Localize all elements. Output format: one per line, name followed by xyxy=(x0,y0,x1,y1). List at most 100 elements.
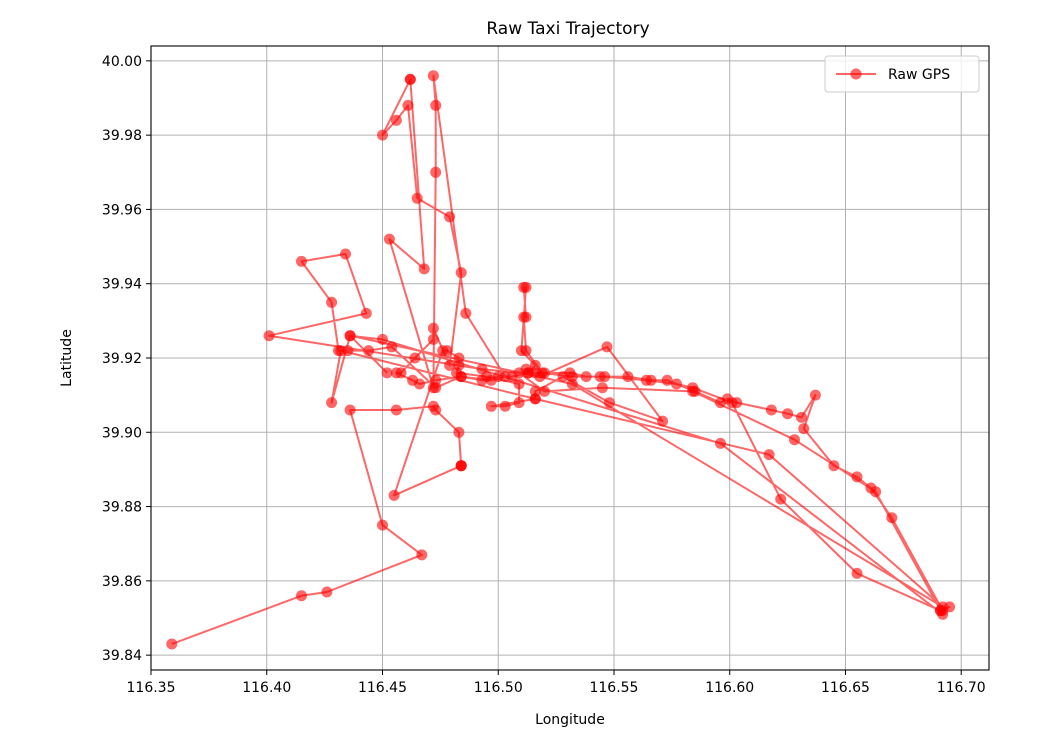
data-point xyxy=(427,70,439,82)
y-tick-label: 39.90 xyxy=(102,425,142,441)
data-point xyxy=(661,374,673,386)
data-point xyxy=(407,374,419,386)
data-point xyxy=(513,378,525,390)
data-point xyxy=(360,307,372,319)
data-point xyxy=(580,371,592,383)
data-point xyxy=(520,281,532,293)
data-point xyxy=(455,267,467,279)
x-tick-label: 116.55 xyxy=(589,680,638,696)
data-point xyxy=(513,397,525,409)
data-point xyxy=(263,330,275,342)
x-tick-label: 116.65 xyxy=(821,680,870,696)
legend: Raw GPS xyxy=(824,55,980,93)
x-tick-label: 116.35 xyxy=(127,680,176,696)
data-point xyxy=(765,404,777,416)
data-point xyxy=(455,460,467,472)
data-point xyxy=(335,345,347,357)
y-tick-label: 39.92 xyxy=(102,351,142,367)
x-tick-label: 116.50 xyxy=(474,680,523,696)
data-point xyxy=(321,586,333,598)
data-point xyxy=(377,333,388,345)
data-point xyxy=(377,129,388,141)
data-point xyxy=(427,333,439,345)
data-point xyxy=(601,341,613,353)
data-point xyxy=(344,330,356,342)
data-point xyxy=(363,345,375,357)
data-point xyxy=(687,385,699,397)
data-point xyxy=(715,437,726,449)
data-point xyxy=(427,322,439,334)
legend-box xyxy=(824,55,980,93)
legend-marker-raw-gps xyxy=(850,68,862,80)
y-tick-label: 39.98 xyxy=(102,128,142,144)
data-point xyxy=(441,345,453,357)
data-point xyxy=(622,371,634,383)
data-point xyxy=(851,567,863,579)
data-point xyxy=(430,404,442,416)
data-point xyxy=(529,359,541,371)
x-tick-label: 116.60 xyxy=(705,680,754,696)
data-point xyxy=(402,99,414,111)
data-point xyxy=(782,408,794,420)
data-point xyxy=(411,192,423,204)
y-tick-label: 39.88 xyxy=(102,500,142,516)
data-point xyxy=(763,449,775,461)
y-axis-label: Latitude xyxy=(59,329,75,387)
x-tick-label: 116.40 xyxy=(242,680,291,696)
y-tick-label: 39.86 xyxy=(102,574,142,590)
data-point xyxy=(796,411,807,423)
data-point xyxy=(455,371,467,383)
y-tick-label: 40.00 xyxy=(102,54,142,70)
data-point xyxy=(460,307,472,319)
data-point xyxy=(390,404,402,416)
x-tick-label: 116.70 xyxy=(937,680,986,696)
data-point xyxy=(416,549,428,561)
data-point xyxy=(828,460,840,472)
data-point xyxy=(377,519,388,531)
data-point xyxy=(726,397,738,409)
data-point xyxy=(326,296,338,308)
data-point xyxy=(485,374,497,386)
data-point xyxy=(520,311,532,323)
data-point xyxy=(499,400,511,412)
data-point xyxy=(344,404,356,416)
data-point xyxy=(296,255,307,267)
data-point xyxy=(640,374,652,386)
data-point xyxy=(522,367,534,379)
data-point xyxy=(340,248,351,260)
data-point xyxy=(937,601,949,613)
data-point xyxy=(296,590,307,602)
data-point xyxy=(430,166,442,178)
data-point xyxy=(657,415,669,427)
data-point xyxy=(395,367,407,379)
data-point xyxy=(789,434,800,446)
plot-area xyxy=(166,70,956,650)
data-point xyxy=(418,263,430,275)
data-point xyxy=(476,374,488,386)
data-point xyxy=(851,471,863,483)
data-point xyxy=(798,423,810,435)
data-point xyxy=(390,114,402,126)
data-point xyxy=(809,389,821,401)
data-point xyxy=(404,73,416,85)
data-point xyxy=(381,367,393,379)
grid xyxy=(150,46,989,670)
data-point xyxy=(166,638,178,650)
data-point xyxy=(603,397,615,409)
data-point xyxy=(886,512,898,524)
data-point xyxy=(453,426,465,438)
data-point xyxy=(515,345,527,357)
data-point xyxy=(539,385,550,397)
data-point xyxy=(513,367,525,379)
y-tick-label: 39.94 xyxy=(102,277,142,293)
data-point xyxy=(386,341,398,353)
data-point xyxy=(485,400,497,412)
y-tick-label: 39.84 xyxy=(102,648,142,664)
data-point xyxy=(476,363,488,375)
data-point xyxy=(599,371,611,383)
x-axis: 116.35 116.40 116.45 116.50 116.55 116.60 116.… xyxy=(127,670,986,696)
data-point xyxy=(388,489,400,501)
chart-title: Raw Taxi Trajectory xyxy=(486,19,649,39)
data-point xyxy=(444,359,456,371)
